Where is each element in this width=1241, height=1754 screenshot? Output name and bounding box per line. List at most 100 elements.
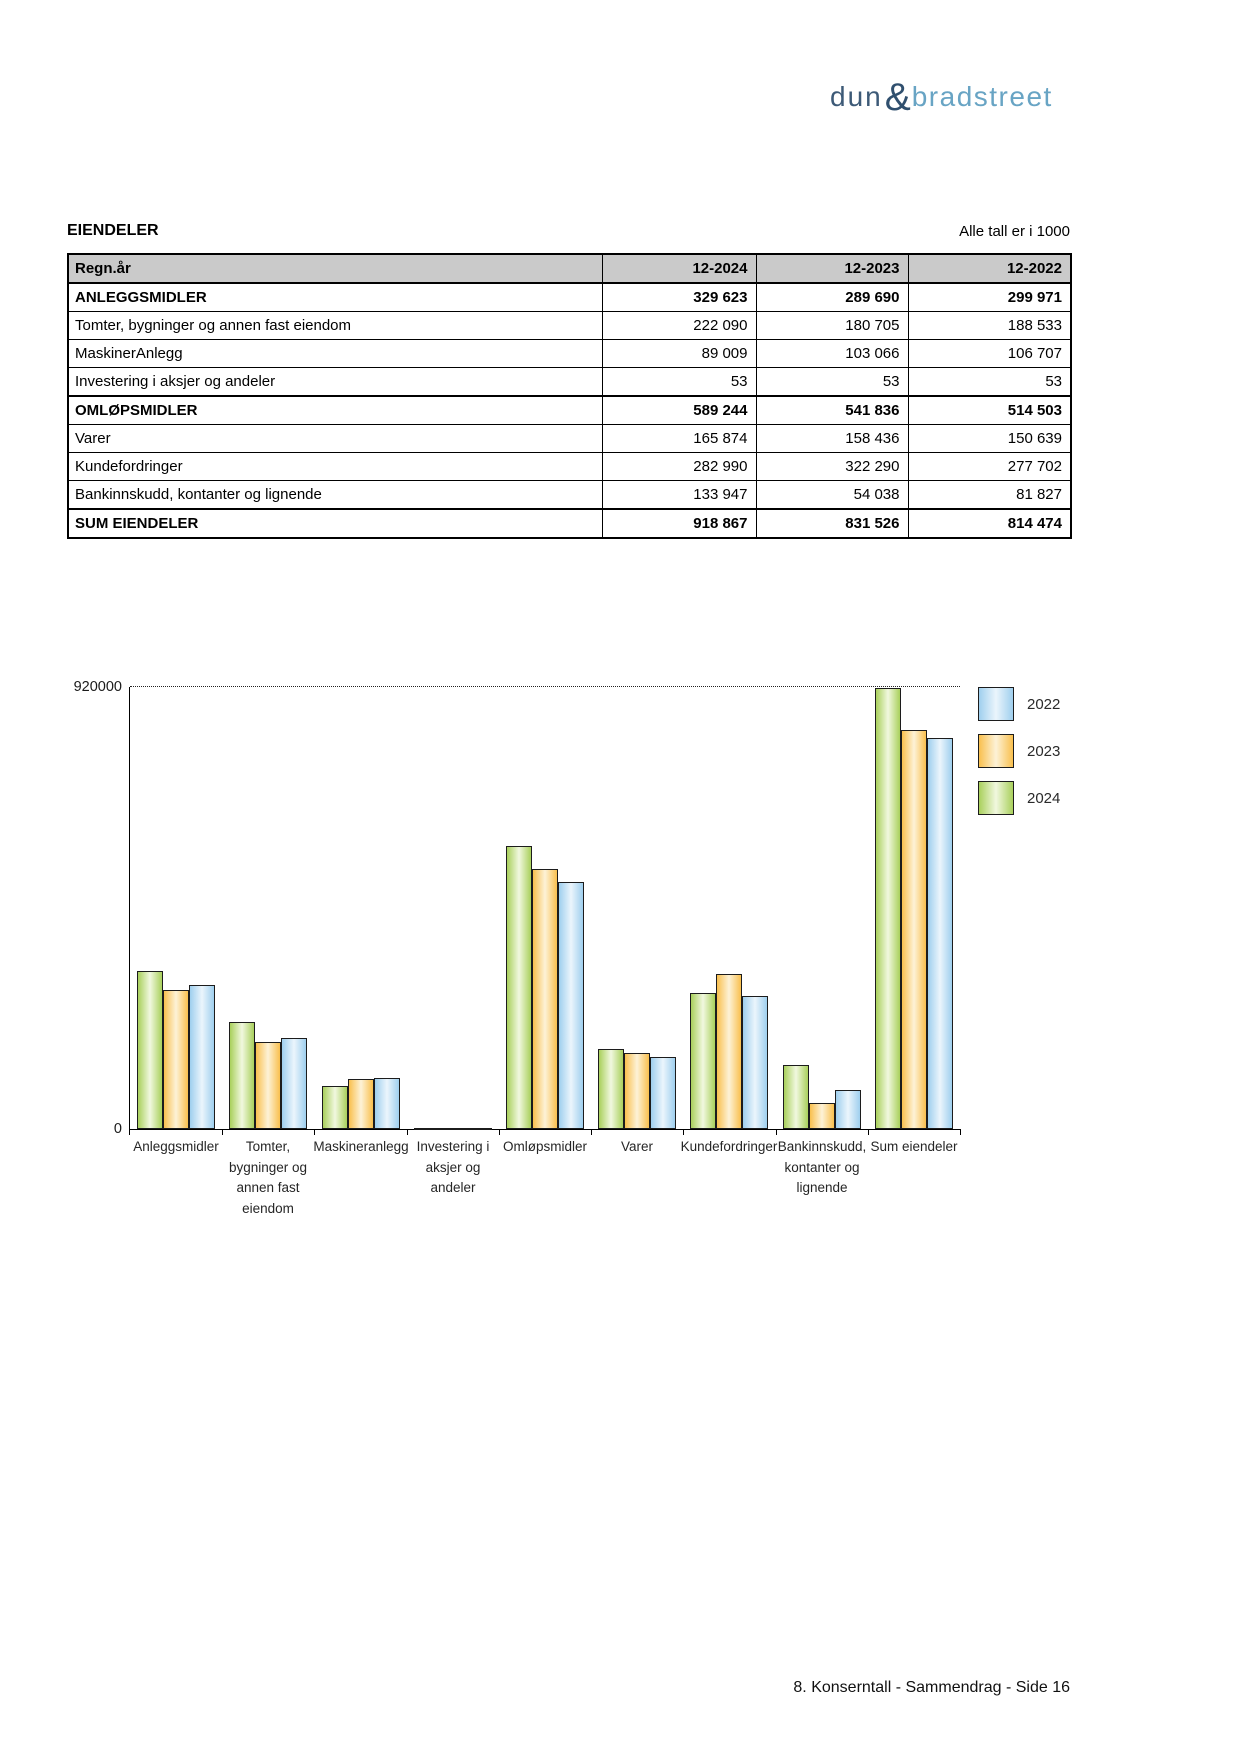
assets-table-head: Regn.år 12-2024 12-2023 12-2022 (67, 253, 1072, 284)
cell-value: 89 009 (601, 339, 757, 368)
y-axis (129, 687, 130, 1135)
table-row-varer: Varer 165 874 158 436 150 639 (67, 424, 1072, 453)
category-label-investering-i-aksjer-og-andeler: Investering i aksjer og andeler (416, 1139, 490, 1195)
cell-value: 188 533 (907, 311, 1072, 340)
bar-sum-eiendeler-2024 (875, 688, 901, 1129)
x-axis-tick (960, 1129, 961, 1135)
y-tick-label-920000: 920000 (73, 679, 122, 695)
bar-anleggsmidler-2024 (137, 971, 163, 1129)
category-label-maskineranlegg: Maskineranlegg (313, 1139, 409, 1154)
table-row-sum-eiendeler: SUM EIENDELER 918 867 831 526 814 474 (67, 508, 1072, 539)
bar-bankinnskudd-kontanter-og-lignende-2024 (783, 1065, 809, 1129)
legend-swatch-2022 (978, 687, 1014, 721)
bar-varer-2022 (650, 1057, 676, 1129)
bar-maskineranlegg-2024 (322, 1086, 348, 1129)
cell-value: 53 (601, 367, 757, 397)
row-label: MaskinerAnlegg (67, 339, 603, 368)
cell-value: 299 971 (907, 282, 1072, 312)
col-header-12-2022: 12-2022 (907, 253, 1072, 284)
bar-anleggsmidler-2023 (163, 990, 189, 1129)
col-header-label: Regn.år (67, 253, 603, 284)
bar-investering-i-aksjer-og-andeler-2022 (466, 1128, 492, 1130)
bar-investering-i-aksjer-og-andeler-2023 (440, 1128, 466, 1130)
row-label: SUM EIENDELER (67, 508, 603, 539)
table-row-maskineranlegg: MaskinerAnlegg 89 009 103 066 106 707 (67, 339, 1072, 368)
category-label-anleggsmidler: Anleggsmidler (133, 1139, 219, 1154)
row-label: OMLØPSMIDLER (67, 395, 603, 425)
cell-value: 282 990 (601, 452, 757, 481)
x-axis-tick (314, 1129, 315, 1135)
bar-omløpsmidler-2024 (506, 846, 532, 1129)
bar-sum-eiendeler-2022 (927, 738, 953, 1129)
legend-swatch-2024 (978, 781, 1014, 815)
logo-text-bradstreet: bradstreet (911, 81, 1053, 112)
legend-label-2022: 2022 (1027, 695, 1061, 713)
cell-value: 277 702 (907, 452, 1072, 481)
bar-kundefordringer-2023 (716, 974, 742, 1129)
category-label-tomter-bygninger-og-annen-fast-eiendom: Tomter, bygninger og annen fast eiendom (228, 1139, 308, 1216)
row-label: Kundefordringer (67, 452, 603, 481)
bar-tomter-bygninger-og-annen-fast-eiendom-2022 (281, 1038, 307, 1129)
legend-label-2023: 2023 (1027, 742, 1061, 760)
cell-value: 814 474 (907, 508, 1072, 539)
row-label: Varer (67, 424, 603, 453)
bar-sum-eiendeler-2023 (901, 730, 927, 1129)
y-tick-label-0: 0 (113, 1121, 122, 1137)
bar-anleggsmidler-2022 (189, 985, 215, 1129)
table-header-row: Regn.år 12-2024 12-2023 12-2022 (67, 253, 1072, 284)
cell-value: 81 827 (907, 480, 1072, 510)
assets-table: Regn.år 12-2024 12-2023 12-2022 ANLEGGSMIDL… (67, 253, 1072, 539)
row-label: Bankinnskudd, kontanter og lignende (67, 480, 603, 510)
legend-item-2024: 2024 (978, 781, 1060, 815)
table-row-omløpsmidler: OMLØPSMIDLER 589 244 541 836 514 503 (67, 395, 1072, 425)
x-axis-tick (683, 1129, 684, 1135)
col-header-12-2024: 12-2024 (601, 253, 757, 284)
cell-value: 54 038 (755, 480, 909, 510)
dun-and-bradstreet-logo: dun & bradstreet (830, 72, 1053, 119)
cell-value: 103 066 (755, 339, 909, 368)
bar-maskineranlegg-2023 (348, 1079, 374, 1129)
cell-value: 831 526 (755, 508, 909, 539)
table-row-kundefordringer: Kundefordringer 282 990 322 290 277 702 (67, 452, 1072, 481)
bar-maskineranlegg-2022 (374, 1078, 400, 1129)
bar-investering-i-aksjer-og-andeler-2024 (414, 1128, 440, 1130)
x-axis-tick (868, 1129, 869, 1135)
cell-value: 289 690 (755, 282, 909, 312)
x-axis-tick (407, 1129, 408, 1135)
bar-varer-2023 (624, 1053, 650, 1129)
x-axis-tick (591, 1129, 592, 1135)
x-axis-tick (222, 1129, 223, 1135)
category-label-kundefordringer: Kundefordringer (680, 1139, 778, 1154)
bar-omløpsmidler-2022 (558, 882, 584, 1129)
logo-ampersand-icon: & (884, 76, 911, 119)
assets-table-body: ANLEGGSMIDLER 329 623 289 690 299 971 Tomter… (67, 282, 1072, 539)
bar-kundefordringer-2022 (742, 996, 768, 1129)
logo-text-dun: dun (830, 81, 883, 112)
cell-value: 150 639 (907, 424, 1072, 453)
cell-value: 918 867 (601, 508, 757, 539)
col-header-12-2023: 12-2023 (755, 253, 909, 284)
category-label-bankinnskudd-kontanter-og-lignende: Bankinnskudd, kontanter og lignende (777, 1139, 867, 1195)
bar-varer-2024 (598, 1049, 624, 1129)
bar-kundefordringer-2024 (690, 993, 716, 1129)
cell-value: 329 623 (601, 282, 757, 312)
cell-value: 106 707 (907, 339, 1072, 368)
legend-label-2024: 2024 (1027, 789, 1061, 807)
cell-value: 158 436 (755, 424, 909, 453)
legend-swatch-2023 (978, 734, 1014, 768)
x-axis-tick (776, 1129, 777, 1135)
gridline-920000 (130, 686, 960, 687)
category-label-omløpsmidler: Omløpsmidler (502, 1139, 587, 1154)
units-note: Alle tall er i 1000 (959, 223, 1070, 240)
bar-bankinnskudd-kontanter-og-lignende-2023 (809, 1103, 835, 1129)
bar-omløpsmidler-2023 (532, 869, 558, 1129)
category-label-sum-eiendeler: Sum eiendeler (870, 1139, 958, 1154)
bar-tomter-bygninger-og-annen-fast-eiendom-2024 (229, 1022, 255, 1129)
chart-legend: 2022 2023 2024 (978, 687, 1060, 828)
x-axis (130, 1129, 961, 1130)
page-footer: 8. Konserntall - Sammendrag - Side 16 (793, 1679, 1070, 1696)
table-caption-row: EIENDELER Alle tall er i 1000 (67, 222, 1070, 240)
section-title: EIENDELER (67, 222, 159, 239)
